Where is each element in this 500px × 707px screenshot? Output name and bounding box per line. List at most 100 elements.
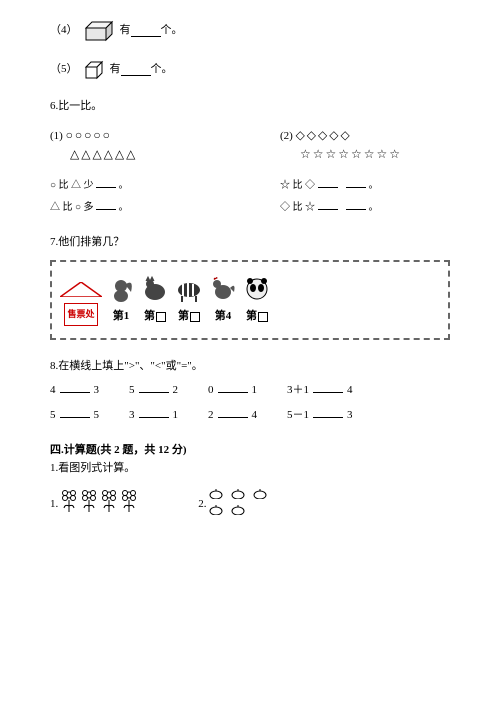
animal-4: 第4 (208, 274, 238, 326)
ord-4: 第4 (215, 308, 232, 326)
cuboid-icon (84, 20, 114, 42)
q5-label: （5） (50, 61, 78, 79)
ticket-label: 售票处 (64, 303, 97, 325)
q6-left-blank1[interactable] (96, 176, 116, 188)
q6-right-blank2b[interactable] (346, 198, 366, 210)
calc1-title: 1.看图列式计算。 (50, 460, 450, 478)
q8-r1-1b: 2 (173, 382, 179, 400)
cat-icon (140, 274, 170, 304)
q8-r2-0a: 5 (50, 407, 56, 425)
q8-r2-1-blank[interactable] (139, 406, 169, 418)
q6-right-cmp2: ◇ 比 ☆ (280, 202, 315, 213)
q5-text2: 个。 (151, 61, 173, 79)
q6-right-row2: ☆☆☆☆☆☆☆☆ (300, 145, 450, 164)
pumpkin-icon (253, 488, 267, 498)
q8-r2-1a: 3 (129, 407, 135, 425)
q8-r1-1a: 5 (129, 382, 135, 400)
q6-left: (1) ○○○○○ △△△△△△ ○ 比 △ 少 。 △ 比 ○ 多 。 (50, 126, 220, 217)
q7-title: 7.他们排第几？ (50, 234, 450, 252)
ord-3: 第 (178, 308, 189, 326)
q8-r2-3-blank[interactable] (313, 406, 343, 418)
queue-box: 售票处 第1 第 第 第4 (50, 260, 450, 340)
q8-r2-3a: 5－1 (287, 407, 309, 425)
q6-right-blank1a[interactable] (318, 176, 338, 188)
q6-right-blank1b[interactable] (346, 176, 366, 188)
squirrel-icon (106, 274, 136, 304)
question-5: （5） 有 个。 (50, 60, 450, 80)
q8-r1-0b: 3 (94, 382, 100, 400)
q8-r2-0b: 5 (94, 407, 100, 425)
q6-left-cmp1: ○ 比 △ 少 (50, 180, 94, 191)
q6-left-blank2[interactable] (96, 198, 116, 210)
q8-r2-2b: 4 (252, 407, 258, 425)
q8-r1-2-blank[interactable] (218, 381, 248, 393)
q8-r1-3a: 3＋1 (287, 382, 309, 400)
ticket-house: 售票处 (60, 282, 102, 326)
q6-right-sub: (2) (280, 130, 293, 142)
q6-left-suf1: 。 (119, 180, 129, 191)
q4-text1: 有 (120, 22, 131, 40)
animal-3: 第 (174, 274, 204, 326)
flower-icon (100, 488, 118, 514)
calc1-item2: 2. (198, 488, 266, 514)
q6-right-suf1: 。 (369, 180, 379, 191)
pumpkin-group (209, 488, 267, 514)
ord-box-3[interactable] (190, 312, 200, 322)
q6-left-cmp2: △ 比 ○ 多 (50, 202, 94, 213)
flower-icon (120, 488, 138, 514)
q6-left-row1: ○○○○○ (66, 128, 112, 142)
q8-r2-2-blank[interactable] (218, 406, 248, 418)
q4-text2: 个。 (161, 22, 183, 40)
calc1-label1: 1. (50, 496, 58, 514)
calc1-item1: 1. (50, 488, 138, 514)
q8-r1-0a: 4 (50, 382, 56, 400)
q6-left-sub: (1) (50, 130, 63, 142)
pumpkin-icon (231, 488, 245, 498)
q8-row1: 43 52 01 3＋14 (50, 381, 450, 400)
q8-r2-0-blank[interactable] (60, 406, 90, 418)
pumpkin-icon (231, 504, 245, 514)
q6-title: 6.比一比。 (50, 98, 450, 116)
q8-row2: 5 5 3 1 2 4 5－1 3 (50, 406, 450, 425)
ord-box-5[interactable] (258, 312, 268, 322)
section-4-title: 四.计算题(共 2 题，共 12 分) (50, 442, 450, 460)
q6-right: (2) ◇◇◇◇◇ ☆☆☆☆☆☆☆☆ ☆ 比 ◇ 。 ◇ 比 ☆ 。 (280, 126, 450, 217)
ord-box-2[interactable] (156, 312, 166, 322)
flower-icon (60, 488, 78, 514)
q6-left-row2: △△△△△△ (70, 145, 220, 164)
question-7: 7.他们排第几？ 售票处 第1 第 第 (50, 234, 450, 339)
q8-r2-2a: 2 (208, 407, 214, 425)
q6-left-suf2: 。 (119, 202, 129, 213)
cube-icon (84, 60, 104, 80)
rooster-icon (208, 274, 238, 304)
q8-r1-3b: 4 (347, 382, 353, 400)
animal-2: 第 (140, 274, 170, 326)
q8-r1-3-blank[interactable] (313, 381, 343, 393)
ord-1: 第1 (113, 308, 130, 326)
q8-r2-3b: 3 (347, 407, 353, 425)
question-8: 8.在横线上填上">"、"<"或"="。 43 52 01 3＋14 55 31… (50, 358, 450, 425)
flower-icon (80, 488, 98, 514)
q6-right-cmp1: ☆ 比 ◇ (280, 180, 315, 191)
ord-5: 第 (246, 308, 257, 326)
animal-5: 第 (242, 274, 272, 326)
q8-r2-1b: 1 (173, 407, 179, 425)
calc1-label2: 2. (198, 496, 206, 514)
q4-label: （4） (50, 22, 78, 40)
q6-right-suf2: 。 (369, 202, 379, 213)
q6-right-row1: ◇◇◇◇◇ (296, 128, 352, 142)
question-6: 6.比一比。 (1) ○○○○○ △△△△△△ ○ 比 △ 少 。 △ 比 ○ … (50, 98, 450, 216)
question-4: （4） 有 个。 (50, 20, 450, 42)
ord-2: 第 (144, 308, 155, 326)
q5-blank[interactable] (121, 64, 151, 76)
calc-question-1: 1.看图列式计算。 1. 2. (50, 460, 450, 514)
q8-r1-2b: 1 (252, 382, 258, 400)
q6-right-blank2a[interactable] (318, 198, 338, 210)
q8-r1-1-blank[interactable] (139, 381, 169, 393)
pumpkin-icon (209, 488, 223, 498)
panda-icon (242, 274, 272, 304)
q8-r1-0-blank[interactable] (60, 381, 90, 393)
zebra-icon (174, 274, 204, 304)
q4-blank[interactable] (131, 25, 161, 37)
q8-title: 8.在横线上填上">"、"<"或"="。 (50, 358, 450, 376)
